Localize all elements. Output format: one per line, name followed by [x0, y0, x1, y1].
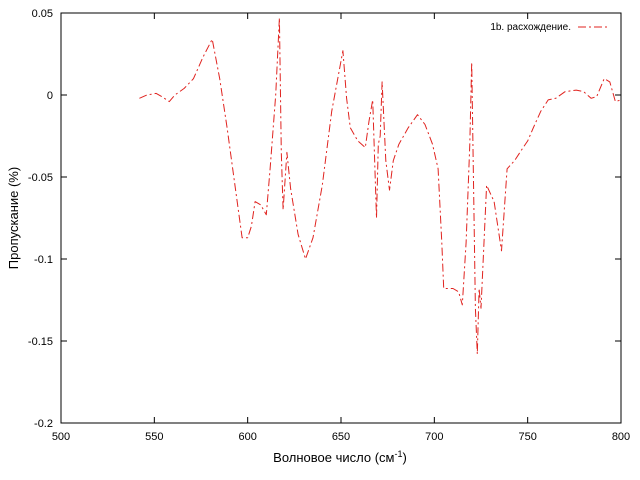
x-axis-title-main: Волновое число (см	[273, 450, 394, 465]
x-axis-title: Волновое число (см-1)	[273, 449, 407, 465]
series-group	[139, 17, 622, 355]
y-tick-label: 0	[47, 90, 53, 102]
y-tick-label: 0.05	[32, 8, 53, 20]
x-tick-label: 700	[425, 431, 443, 443]
x-tick-label: 800	[612, 431, 630, 443]
x-tick-label: 550	[145, 431, 163, 443]
y-axis: 0.05 0 -0.05 -0.1 -0.15 -0.2	[28, 8, 621, 430]
y-tick-label: -0.15	[28, 336, 53, 348]
series-line	[139, 17, 622, 355]
legend-entry-label: 1b. расхождение.	[490, 22, 571, 33]
x-axis: 500 550 600 650 700 750 800	[52, 13, 630, 443]
y-tick-label: -0.1	[34, 254, 53, 266]
y-tick-label: -0.2	[34, 418, 53, 430]
x-tick-label: 500	[52, 431, 70, 443]
x-axis-title-superscript: -1	[394, 449, 402, 459]
y-axis-title: Пропускание (%)	[6, 167, 21, 269]
legend: 1b. расхождение.	[490, 22, 608, 33]
x-tick-label: 600	[238, 431, 256, 443]
y-tick-label: -0.05	[28, 172, 53, 184]
x-tick-label: 650	[332, 431, 350, 443]
x-axis-title-close: )	[403, 450, 407, 465]
x-tick-label: 750	[518, 431, 536, 443]
plot-border	[60, 12, 622, 424]
plot-frame	[60, 12, 622, 424]
